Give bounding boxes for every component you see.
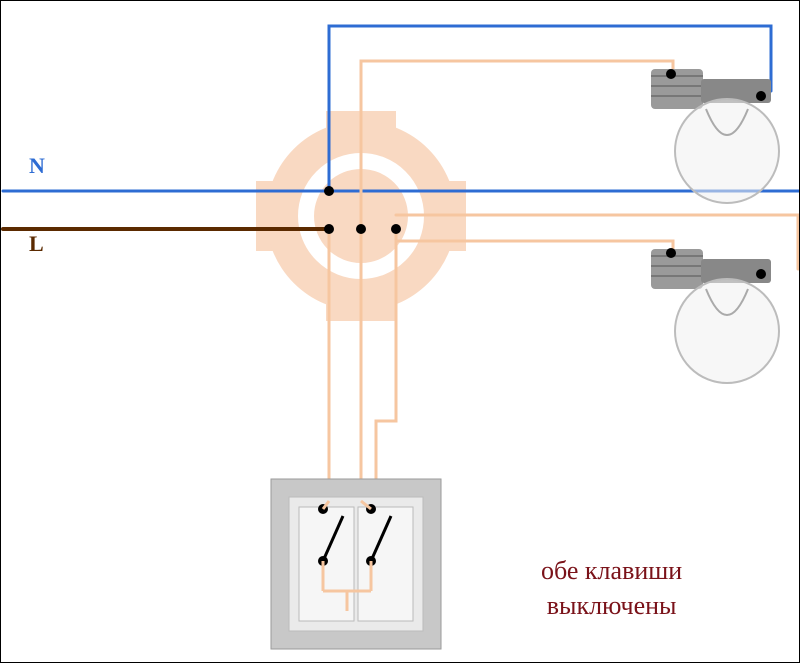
bulb-2 xyxy=(651,248,779,383)
caption-line-1: обе клавиши xyxy=(541,553,682,588)
bulb-1 xyxy=(651,69,779,203)
neutral-label: N xyxy=(29,153,45,179)
caption: обе клавиши выключены xyxy=(541,553,682,623)
caption-line-2: выключены xyxy=(541,588,682,623)
two-gang-switch xyxy=(271,479,441,649)
live-label: L xyxy=(29,231,44,257)
circuit-diagram: N L обе клавиши выключены xyxy=(0,0,800,663)
